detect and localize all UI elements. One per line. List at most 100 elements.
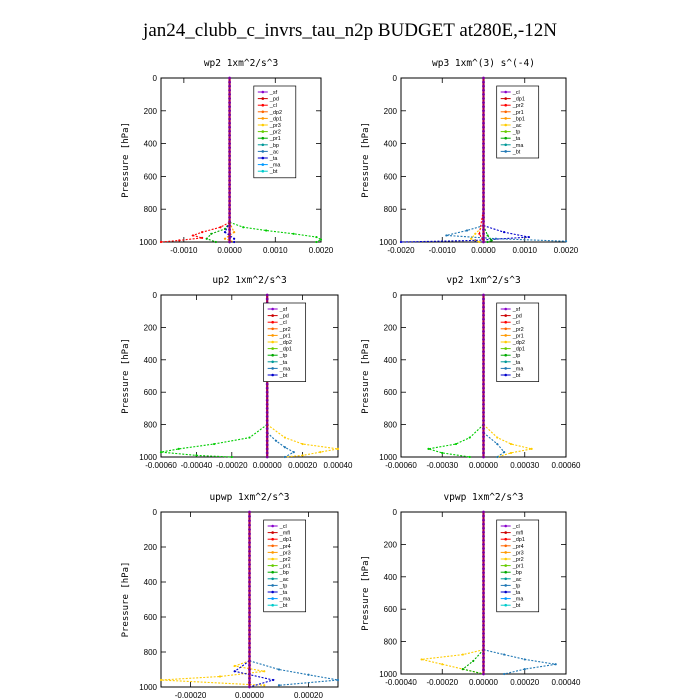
zero-profile-point [265,443,269,447]
zero-profile-point [482,451,485,455]
series-point [233,231,236,234]
series-line-pr1 [421,649,484,675]
legend-label: _cl [512,90,520,96]
zero-profile-point [482,113,485,117]
legend-label: _pr1 [512,333,524,339]
zero-profile-point [248,641,251,645]
legend-label: _mfl [279,531,290,537]
zero-profile-point [248,514,251,518]
legend-label: _ma [512,366,525,372]
series-point [503,451,506,454]
zero-profile-point [482,518,485,522]
series-point [427,447,430,450]
zero-profile-point [482,358,485,362]
zero-profile-point [248,615,251,619]
zero-profile-point [228,228,231,232]
legend-box [496,85,540,159]
zero-profile-point [482,595,485,599]
zero-profile-point [482,530,485,534]
legend-marker [504,347,508,350]
series-point [503,672,506,676]
legend-label: _dp1 [512,347,525,353]
legend-label: _cl [279,320,287,326]
zero-profile-point [482,334,485,337]
series-point [277,684,281,687]
zero-profile-point [265,386,269,390]
zero-profile-point [248,637,251,641]
zero-profile-point [265,297,269,301]
zero-profile-point [248,567,251,571]
zero-profile-point [228,179,231,182]
series-point [470,237,473,240]
y-tick-label: 1000 [379,453,397,462]
zero-profile-point [265,451,269,455]
series-point [233,237,236,240]
zero-profile-point [482,668,485,672]
series-point [336,447,340,450]
zero-profile-point [482,187,485,191]
series-point [465,229,469,232]
zero-profile-point [228,129,231,133]
series-point [523,668,526,671]
series-line-pr1 [470,225,484,243]
legend-label: _cl [269,103,277,109]
y-tick-label: 0 [153,74,158,83]
zero-profile-point [248,654,251,658]
zero-profile-point [228,240,231,244]
series-point [564,240,568,243]
zero-profile-point [228,232,231,236]
zero-profile-point [265,394,269,398]
zero-profile-point [228,121,231,125]
series-point [277,668,281,671]
series-point [159,451,163,454]
zero-profile-point [248,523,251,527]
chart-panel-1: wp2 1xm^2/s^3 0 200 400 600 800 1000 -0.0010 0.0… [121,58,334,255]
series-point [474,232,477,235]
y-tick-label: 800 [144,421,158,430]
series-point [496,442,499,446]
legend-marker [504,136,508,140]
x-tick-label: 0.00060 [552,461,581,470]
legend-label: _pr2 [512,327,524,333]
x-tick-label: -0.00060 [145,461,177,470]
x-tick-label: 0.00000 [469,461,498,470]
legend-marker [271,584,274,587]
zero-profile-point [228,113,231,117]
legend-label: _sf [269,90,278,96]
y-tick-label: 400 [384,573,398,582]
y-tick-label: 800 [144,205,158,214]
zero-profile-point [482,220,485,223]
zero-profile-point [248,628,251,632]
y-axis-label: Pressure [hPa] [121,562,131,638]
zero-profile-point [482,435,485,439]
legend-marker [504,97,508,100]
x-tick-label: -0.00030 [426,461,458,470]
series-point [554,663,557,666]
series-point [490,239,493,242]
series-point [265,229,268,232]
zero-profile-point [482,80,485,84]
series-line-dp1 [160,424,268,458]
legend-label: _tp [512,130,521,136]
zero-profile-point [482,423,485,426]
zero-profile-point [482,583,485,587]
zero-profile-point [265,390,269,394]
zero-profile-point [482,411,485,414]
series-point [441,663,444,666]
zero-profile-point [482,121,485,125]
legend-label: _ac [512,123,522,129]
zero-profile-point [228,80,231,84]
zero-profile-point [482,571,485,575]
zero-profile-point [482,628,485,631]
legend-marker [271,307,274,311]
x-tick-label: 0.00000 [253,461,282,470]
y-tick-label: 400 [144,140,158,149]
zero-profile-point [482,624,485,627]
series-line-bp1 [482,225,493,243]
legend-label: _pd [269,97,279,103]
series-point [195,454,198,457]
legend-marker [271,340,274,344]
legend-marker [271,544,274,548]
y-axis-label: Pressure [hPa] [361,555,371,631]
x-tick-label: -0.0010 [429,246,457,255]
